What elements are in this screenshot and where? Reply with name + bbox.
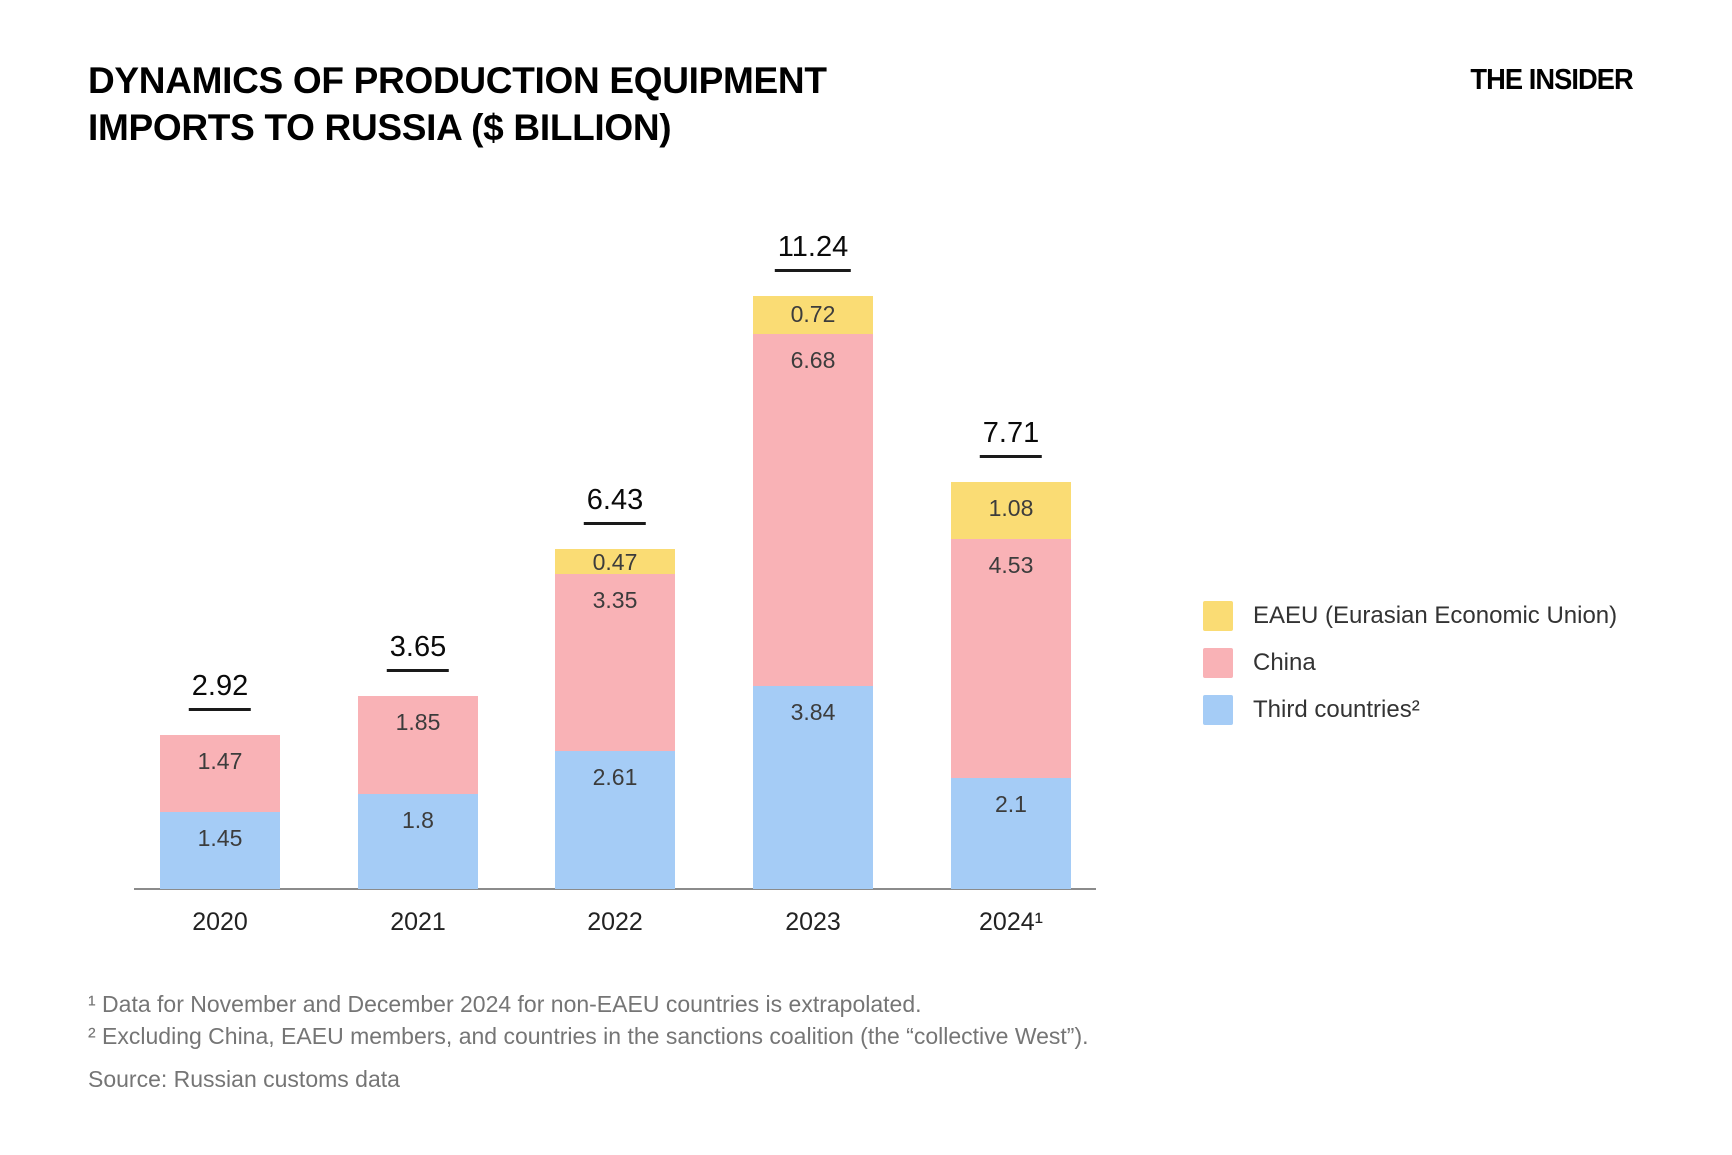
bar-segment-china-2022: 3.35: [555, 574, 675, 752]
legend-swatch-icon: [1203, 601, 1233, 631]
bar-total-label-2024: 7.71: [979, 417, 1043, 458]
legend-label: EAEU (Eurasian Economic Union): [1253, 602, 1618, 629]
segment-value-label: 1.47: [197, 747, 243, 774]
footnotes: ¹ Data for November and December 2024 fo…: [88, 988, 1089, 1095]
page-title-line2: IMPORTS TO RUSSIA ($ BILLION): [88, 107, 672, 148]
x-tick-2024: 2024¹: [979, 908, 1043, 936]
segment-value-label: 0.72: [790, 301, 836, 328]
bar-total-label-2021: 3.65: [386, 631, 450, 673]
legend-label: China: [1253, 649, 1316, 676]
bar-segment-china-2020: 1.47: [160, 734, 280, 813]
legend-swatch-icon: [1203, 648, 1233, 678]
legend-item-third-countries: Third countries²: [1203, 695, 1617, 725]
bar-total-label-2022: 6.43: [583, 484, 647, 526]
segment-value-label: 1.45: [197, 825, 243, 852]
x-tick-2021: 2021: [390, 908, 446, 936]
page-title: DYNAMICS OF PRODUCTION EQUIPMENT IMPORTS …: [88, 57, 827, 151]
bar-total-label-2023: 11.24: [774, 231, 852, 272]
footnote-1: ¹ Data for November and December 2024 fo…: [88, 991, 922, 1017]
segment-value-label: 3.84: [790, 699, 836, 726]
segment-value-label: 1.85: [395, 709, 441, 736]
segment-value-label: 3.35: [592, 587, 638, 614]
bar-segment-third-countries-2020: 1.45: [160, 812, 280, 889]
bar-segment-third-countries-2024: 2.1: [951, 778, 1071, 889]
segment-value-label: 4.53: [988, 551, 1034, 578]
segment-value-label: 2.61: [592, 764, 638, 791]
bar-segment-third-countries-2022: 2.61: [555, 751, 675, 889]
bar-segment-third-countries-2023: 3.84: [753, 686, 873, 889]
legend-item-china: China: [1203, 648, 1617, 678]
legend-label: Third countries²: [1253, 696, 1420, 723]
segment-value-label: 0.47: [592, 549, 638, 576]
segment-value-label: 1.08: [988, 494, 1034, 521]
x-axis-line: [134, 888, 1096, 890]
x-tick-2023: 2023: [785, 908, 841, 936]
legend-item-eaeu-eurasian-economic-union: EAEU (Eurasian Economic Union): [1203, 601, 1617, 631]
segment-value-label: 1.8: [402, 806, 434, 833]
bar-segment-third-countries-2021: 1.8: [358, 793, 478, 889]
bar-segment-eaeu-eurasian-economic-union-2023: 0.72: [753, 295, 873, 334]
chart-legend: EAEU (Eurasian Economic Union) China Third…: [1203, 601, 1617, 742]
segment-value-label: 2.1: [995, 791, 1027, 818]
bar-segment-china-2021: 1.85: [358, 696, 478, 794]
source-note: Source: Russian customs data: [88, 1066, 400, 1092]
segment-value-label: 6.68: [790, 346, 836, 373]
page-title-line1: DYNAMICS OF PRODUCTION EQUIPMENT: [88, 60, 827, 101]
bar-segment-eaeu-eurasian-economic-union-2024: 1.08: [951, 481, 1071, 539]
bar-segment-china-2024: 4.53: [951, 538, 1071, 779]
footnote-2: ² Excluding China, EAEU members, and cou…: [88, 1023, 1089, 1049]
x-tick-2020: 2020: [192, 908, 248, 936]
brand-logo: THE INSIDER: [1470, 64, 1634, 96]
legend-swatch-icon: [1203, 695, 1233, 725]
x-tick-2022: 2022: [587, 908, 643, 936]
bar-segment-eaeu-eurasian-economic-union-2022: 0.47: [555, 549, 675, 576]
bar-total-label-2020: 2.92: [188, 670, 252, 711]
bar-segment-china-2023: 6.68: [753, 333, 873, 687]
